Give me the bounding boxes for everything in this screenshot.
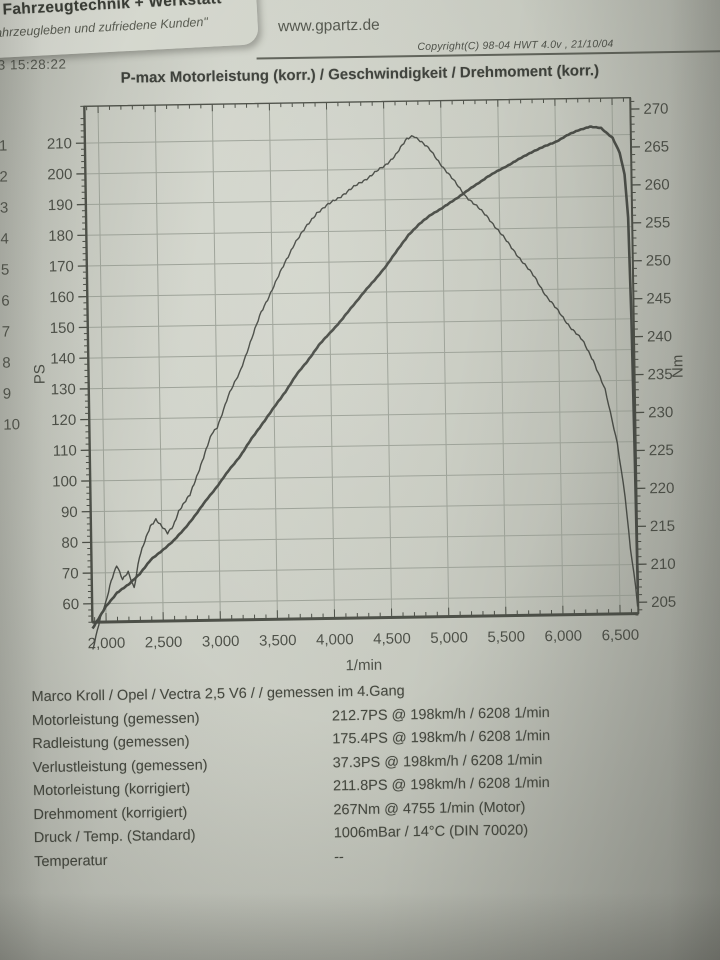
svg-text:180: 180 (48, 227, 73, 244)
svg-text:235: 235 (647, 366, 672, 383)
svg-text:3,000: 3,000 (202, 633, 240, 651)
svg-text:260: 260 (644, 176, 669, 193)
svg-text:120: 120 (51, 412, 76, 429)
dyno-chart-canvas: 2,000 2,500 3,000 3,500 4,000 4,500 5,000 5,500… (31, 96, 687, 675)
svg-text:5,000: 5,000 (430, 629, 468, 647)
svg-text:245: 245 (646, 290, 671, 307)
result-label: Temperatur (34, 852, 108, 870)
power-curve (91, 125, 640, 630)
svg-text:4,500: 4,500 (373, 630, 411, 648)
svg-text:230: 230 (648, 404, 673, 421)
svg-text:110: 110 (53, 442, 77, 459)
svg-text:4,000: 4,000 (316, 631, 354, 649)
svg-text:2,000: 2,000 (88, 635, 126, 653)
svg-text:170: 170 (49, 258, 74, 275)
letterhead-card: Fahrzeugtechnik + Werkstatt s Fahrzeugle… (0, 0, 259, 60)
shop-slogan: s Fahrzeugleben und zufriedene Kunden" (0, 14, 209, 41)
dyno-chart: 2,000 2,500 3,000 3,500 4,000 4,500 5,000 5,500… (6, 76, 720, 703)
result-value: -- (334, 848, 344, 865)
svg-text:3,500: 3,500 (259, 632, 297, 650)
svg-text:70: 70 (62, 565, 79, 582)
shop-website: www.gpartz.de (277, 16, 380, 36)
svg-text:160: 160 (49, 289, 74, 306)
svg-text:100: 100 (52, 473, 77, 490)
svg-text:200: 200 (47, 166, 72, 183)
svg-text:270: 270 (643, 100, 668, 117)
svg-text:PS: PS (31, 364, 48, 384)
svg-text:150: 150 (50, 320, 75, 337)
svg-text:205: 205 (651, 594, 676, 611)
svg-text:6,000: 6,000 (544, 628, 582, 646)
svg-text:250: 250 (646, 252, 671, 269)
svg-text:240: 240 (647, 328, 672, 345)
svg-text:225: 225 (649, 442, 674, 459)
svg-text:Nm: Nm (669, 355, 686, 379)
svg-text:190: 190 (48, 197, 73, 214)
svg-text:6,500: 6,500 (602, 627, 640, 645)
results-table: Marco Kroll / Opel / Vectra 2,5 V6 / / g… (31, 678, 714, 877)
svg-text:210: 210 (47, 135, 72, 152)
svg-text:1/min: 1/min (345, 657, 382, 675)
svg-text:90: 90 (61, 504, 78, 521)
svg-text:130: 130 (51, 381, 76, 398)
svg-text:60: 60 (62, 596, 79, 613)
svg-text:220: 220 (649, 480, 674, 497)
svg-text:2,500: 2,500 (145, 634, 183, 652)
svg-text:265: 265 (644, 138, 669, 155)
svg-text:5,500: 5,500 (487, 628, 525, 646)
svg-text:255: 255 (645, 214, 670, 231)
svg-text:210: 210 (650, 556, 675, 573)
svg-text:80: 80 (61, 535, 78, 552)
torque-curve (92, 135, 639, 650)
svg-text:140: 140 (50, 350, 75, 367)
svg-text:215: 215 (650, 518, 675, 535)
